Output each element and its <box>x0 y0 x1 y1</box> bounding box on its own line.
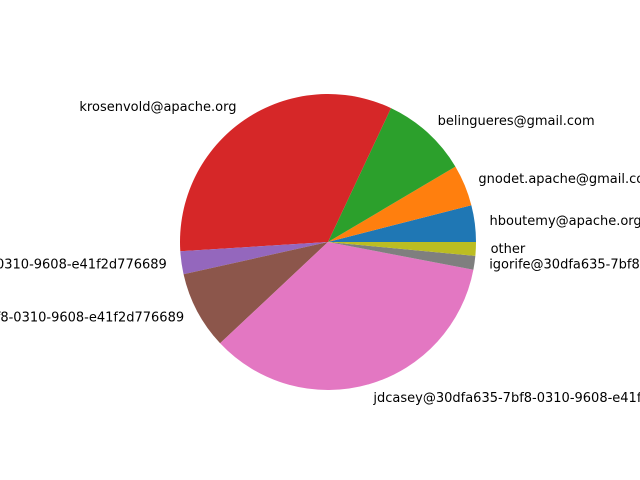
pie-slice-6 <box>220 242 474 391</box>
pie-label-0: hboutemy@apache.org <box>490 214 640 229</box>
pie-label-6: jdcasey@30dfa635-7bf8-0310-9608-e41f2d77… <box>372 391 640 406</box>
pie-slice-5 <box>183 242 328 344</box>
pie-labels: hboutemy@apache.org gnodet.apache@gmail.c… <box>0 100 640 406</box>
pie-slice-4 <box>180 242 328 275</box>
pie-label-1: gnodet.apache@gmail.com <box>478 172 640 187</box>
pie-slice-1 <box>328 166 472 242</box>
pie-label-8: other <box>491 242 526 257</box>
pie-label-7: igorife@30dfa635-7bf8-0310-9608-e41f2d77… <box>489 257 640 272</box>
pie-slice-3 <box>179 94 392 252</box>
pie-slices <box>179 94 477 391</box>
pie-label-5: jvanzyl@30dfa635-7bf8-0310-9608-e41f2d77… <box>0 311 184 326</box>
pie-label-2: belingueres@gmail.com <box>438 114 595 129</box>
pie-slice-0 <box>328 205 477 242</box>
pie-label-3: krosenvold@apache.org <box>79 100 236 115</box>
pie-slice-8 <box>328 242 476 256</box>
pie-slice-7 <box>328 242 476 270</box>
pie-slice-2 <box>328 108 456 242</box>
pie-label-4: brett@30dfa635-7bf8-0310-9608-e41f2d7766… <box>0 257 167 272</box>
